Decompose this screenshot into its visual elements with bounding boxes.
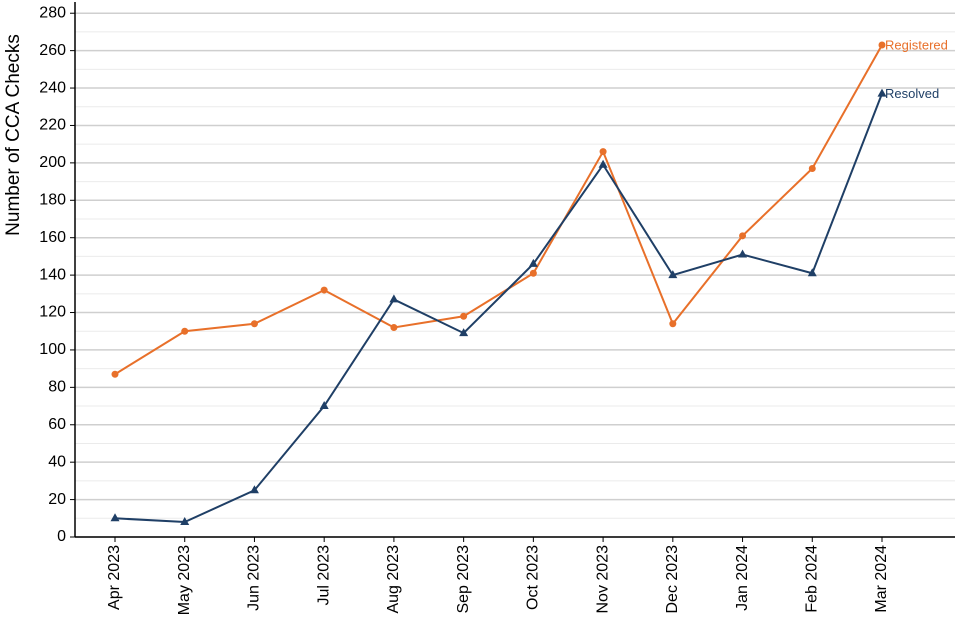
series-line [114, 44, 883, 376]
x-tick-label: Dec 2023 [664, 545, 681, 614]
marker [807, 268, 817, 277]
series-line [114, 93, 883, 524]
marker [181, 327, 189, 335]
y-tick-label: 260 [39, 42, 66, 59]
x-tick-label: Jul 2023 [315, 545, 332, 606]
y-tick-label: 120 [39, 304, 66, 321]
y-tick-label: 240 [39, 79, 66, 96]
x-tick-label: Jun 2023 [246, 545, 263, 611]
legend-label: Resolved [885, 86, 939, 101]
marker [249, 485, 259, 494]
y-tick-label: 200 [39, 154, 66, 171]
y-tick-label: 60 [48, 416, 66, 433]
y-tick-label: 160 [39, 229, 66, 246]
y-tick-label: 40 [48, 453, 66, 470]
x-tick-label: Mar 2024 [873, 545, 890, 613]
marker [808, 164, 816, 172]
x-tick-label: Feb 2024 [803, 545, 820, 613]
x-tick-label: Nov 2023 [594, 545, 611, 614]
y-tick-label: 0 [57, 528, 66, 545]
marker [668, 270, 678, 279]
marker [320, 286, 328, 294]
x-tick-label: Aug 2023 [385, 545, 402, 614]
y-tick-label: 80 [48, 379, 66, 396]
y-axis-label: Number of CCA Checks [3, 34, 24, 236]
marker [878, 41, 886, 49]
y-tick-label: 220 [39, 117, 66, 134]
marker [599, 148, 607, 156]
x-tick-label: Oct 2023 [525, 545, 542, 610]
marker [459, 328, 469, 337]
marker [250, 320, 258, 328]
x-tick-label: Jan 2024 [734, 545, 751, 611]
y-tick-label: 20 [48, 491, 66, 508]
marker [598, 159, 608, 168]
marker [180, 517, 190, 526]
marker [738, 249, 748, 258]
y-tick-label: 140 [39, 266, 66, 283]
y-tick-label: 180 [39, 192, 66, 209]
marker [110, 513, 120, 522]
marker [389, 294, 399, 303]
legend-label: Registered [885, 37, 948, 52]
x-tick-label: Apr 2023 [106, 545, 123, 610]
marker [877, 88, 887, 97]
x-tick-label: Sep 2023 [455, 545, 472, 614]
marker [529, 269, 537, 277]
marker [739, 232, 747, 240]
x-tick-label: May 2023 [176, 545, 193, 615]
y-tick-label: 280 [39, 4, 66, 21]
marker [669, 320, 677, 328]
marker [390, 323, 398, 331]
marker [111, 370, 119, 378]
marker [460, 312, 468, 320]
marker [319, 401, 329, 410]
y-tick-label: 100 [39, 341, 66, 358]
marker [528, 258, 538, 267]
